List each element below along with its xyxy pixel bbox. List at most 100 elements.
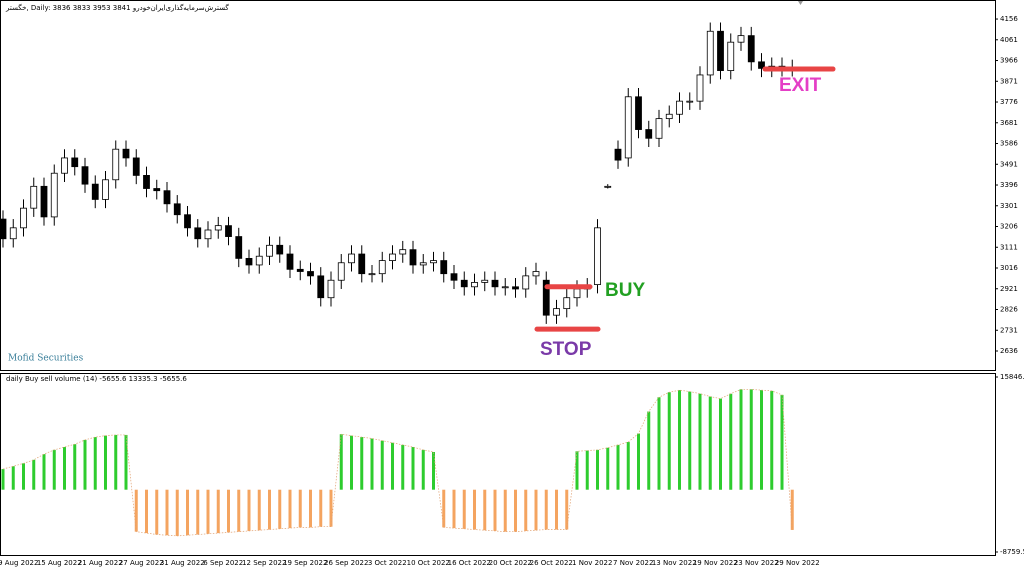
candle-body xyxy=(594,227,601,286)
y-tick-label: 3586 xyxy=(1000,140,1018,148)
indicator-title: daily Buy sell volume (14) -5655.6 13335… xyxy=(6,375,187,383)
candle-body xyxy=(112,148,120,181)
candle-body xyxy=(399,249,407,255)
candle-body xyxy=(481,279,489,283)
candle-body xyxy=(440,260,448,275)
candle-body xyxy=(737,35,745,43)
candle-body xyxy=(542,279,550,316)
candle-body xyxy=(184,214,191,229)
candle-body xyxy=(173,203,181,216)
candle-body xyxy=(655,118,663,139)
candle-body xyxy=(255,255,263,266)
candle-body xyxy=(491,279,499,288)
candle-body xyxy=(296,268,304,272)
candle-body xyxy=(460,279,468,288)
indicator-panel xyxy=(0,373,996,556)
candle-body xyxy=(337,262,345,281)
candle-body xyxy=(409,249,417,266)
candle-body xyxy=(276,244,284,255)
candle-body xyxy=(563,297,571,310)
x-tick-label: 21 Aug 2022 xyxy=(78,559,123,567)
y-tick-label: 15846.5 xyxy=(1000,373,1024,381)
candle-body xyxy=(204,229,212,240)
candle-body xyxy=(348,253,355,264)
x-tick-label: 19 Nov 2022 xyxy=(693,559,738,567)
chart-title: خگستر, Daily: 3836 3833 3953 3841 گسترش‌… xyxy=(5,3,229,12)
candle-body xyxy=(245,257,253,266)
shift-marker xyxy=(798,1,803,5)
price-panel xyxy=(0,0,996,371)
candle-body xyxy=(747,35,755,63)
x-tick-label: 23 Nov 2022 xyxy=(734,559,779,567)
candle-body xyxy=(532,271,540,277)
candle-body xyxy=(501,286,509,289)
annotation-label: EXIT xyxy=(779,75,822,96)
candle-body xyxy=(163,190,171,205)
watermark: Mofid Securities xyxy=(8,354,84,364)
candle-body xyxy=(153,188,161,192)
candle-body xyxy=(214,225,222,231)
x-tick-label: 12 Sep 2022 xyxy=(242,559,286,567)
candle-body xyxy=(122,148,130,159)
y-tick-label: 3111 xyxy=(1000,243,1018,251)
candle-body xyxy=(40,185,48,218)
annotation-label: STOP xyxy=(540,339,592,360)
candle-body xyxy=(286,253,294,270)
candle-body xyxy=(317,275,325,299)
candle-body xyxy=(132,157,140,176)
candle-body xyxy=(50,172,58,218)
candle-body xyxy=(758,61,765,69)
x-tick-label: 13 Nov 2022 xyxy=(652,559,697,567)
x-tick-label: 19 Sep 2022 xyxy=(283,559,327,567)
candle-body xyxy=(225,225,232,237)
x-tick-label: 10 Oct 2022 xyxy=(407,559,450,567)
y-tick-label: 3016 xyxy=(1000,264,1018,272)
candle-body xyxy=(665,113,673,120)
candle-body xyxy=(450,273,458,281)
candle-body xyxy=(696,74,704,102)
x-tick-label: 7 Nov 2022 xyxy=(613,559,653,567)
candle-body xyxy=(235,236,243,259)
x-tick-label: 15 Aug 2022 xyxy=(37,559,82,567)
x-tick-label: 26 Sep 2022 xyxy=(324,559,368,567)
candle-body xyxy=(71,157,79,168)
candle-body xyxy=(645,129,653,139)
candle-body xyxy=(614,148,622,161)
candle-body xyxy=(512,286,519,290)
candle-body xyxy=(358,253,366,275)
candle-body xyxy=(635,96,642,130)
candle-body xyxy=(686,100,694,103)
x-tick-label: 27 Aug 2022 xyxy=(119,559,164,567)
x-tick-label: 16 Oct 2022 xyxy=(448,559,491,567)
candle-body xyxy=(61,157,68,174)
y-tick-label: 4061 xyxy=(1000,36,1018,44)
annotation-label: BUY xyxy=(605,280,645,301)
candle-body xyxy=(266,244,273,257)
candle-body xyxy=(389,253,396,261)
y-tick-label: 3301 xyxy=(1000,202,1018,210)
y-tick-label: 3206 xyxy=(1000,223,1018,231)
candle-body xyxy=(102,179,109,200)
x-tick-label: 20 Oct 2022 xyxy=(489,559,532,567)
y-tick-label: 2636 xyxy=(1000,347,1018,355)
y-tick-label: 3966 xyxy=(1000,57,1018,65)
candle-body xyxy=(378,260,386,275)
x-tick-label: 29 Nov 2022 xyxy=(775,559,820,567)
y-tick-label: 3491 xyxy=(1000,160,1018,168)
y-tick-label: 2921 xyxy=(1000,285,1018,293)
y-tick-label: -8759.5 xyxy=(1000,548,1024,556)
candle-body xyxy=(573,288,581,299)
x-tick-label: 3 Oct 2022 xyxy=(368,559,407,567)
candle-body xyxy=(676,100,683,115)
y-tick-label: 3871 xyxy=(1000,77,1018,85)
y-tick-label: 2731 xyxy=(1000,326,1018,334)
candle-body xyxy=(9,227,17,240)
volume-envelope xyxy=(2,389,793,537)
candle-body xyxy=(91,183,99,200)
y-tick-label: 3681 xyxy=(1000,119,1018,127)
candle-body xyxy=(717,30,724,71)
candle-body xyxy=(20,207,27,229)
y-tick-label: 2826 xyxy=(1000,306,1018,314)
candle-body xyxy=(0,218,7,240)
